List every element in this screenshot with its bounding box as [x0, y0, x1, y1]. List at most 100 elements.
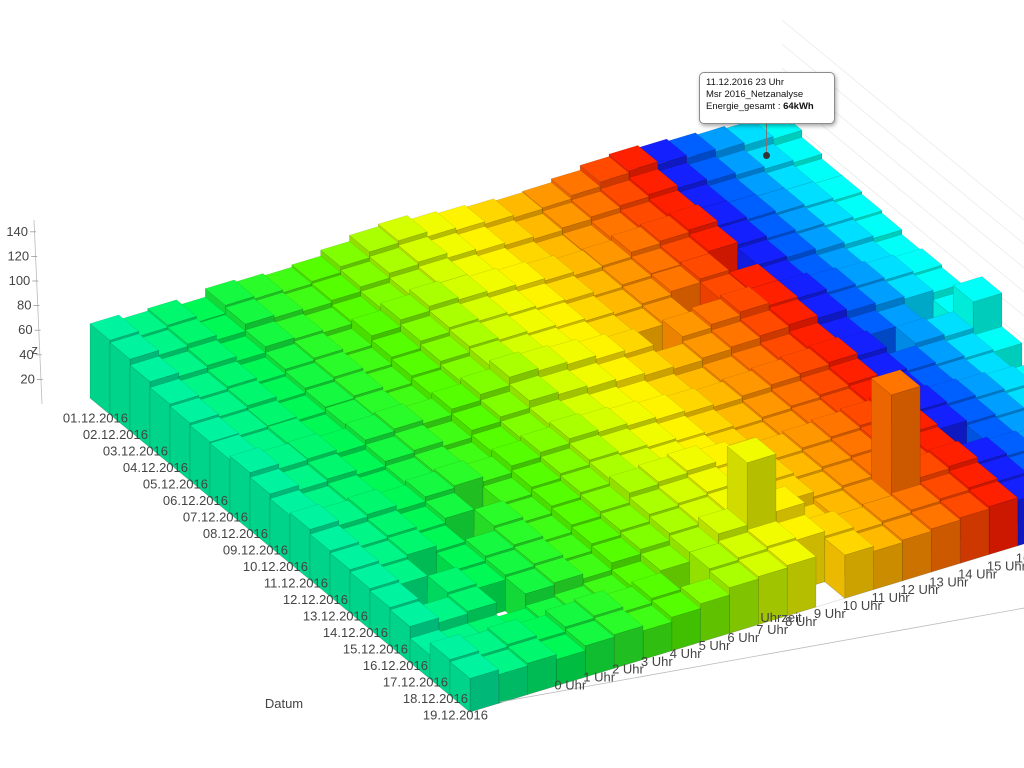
bar-face-top — [688, 225, 739, 252]
date-tick-label: 06.12.2016 — [163, 493, 228, 508]
bar-face-front — [844, 545, 875, 599]
z-axis: 20 40 60 80 100 120 140 z — [6, 219, 43, 405]
bar-19.12.2016-0Uhr[interactable] — [449, 652, 500, 713]
bar-face-top — [721, 370, 772, 396]
bar-face-top — [507, 637, 558, 664]
bar-face-top — [579, 156, 630, 183]
bar-face-top — [447, 585, 498, 612]
bar-face-top — [408, 280, 459, 307]
hour-tick-label: 14 Uhr — [958, 566, 998, 581]
bar-face-top — [541, 202, 592, 229]
bar-face-top — [952, 276, 1003, 302]
wall-gridline — [781, 67, 1024, 269]
wall-gridline — [781, 19, 1024, 221]
bar-face-top — [493, 519, 544, 546]
z-tick-label: 140 — [6, 224, 28, 239]
bar-face-top — [333, 370, 384, 397]
bar-face-top — [668, 204, 719, 231]
bar-face-top — [894, 317, 945, 344]
z-tick-label: 80 — [17, 298, 31, 313]
bar-face-top — [504, 568, 555, 595]
bar-face-top — [307, 453, 358, 480]
tooltip-value-label: Energie_gesamt : — [706, 101, 784, 112]
bar-face-top — [227, 380, 278, 406]
date-tick-label: 11.12.2016 — [264, 576, 328, 591]
bar-face-top — [808, 336, 859, 363]
date-tick-label: 07.12.2016 — [183, 509, 248, 524]
bars-group — [89, 113, 1024, 713]
bar-face-top — [244, 321, 295, 347]
bar-face-top — [349, 563, 400, 589]
bar-face-top — [293, 332, 344, 359]
date-tick-label: 05.12.2016 — [143, 476, 208, 491]
bar-face-front — [930, 519, 961, 573]
date-tick-label: 17.12.2016 — [383, 675, 448, 690]
hour-tick-label: 11 Uhr — [872, 590, 911, 605]
bar-face-top — [910, 503, 961, 530]
date-tick-label: 10.12.2016 — [243, 559, 308, 574]
bar-face-top — [309, 525, 360, 551]
hour-tick-label: 9 Uhr — [814, 606, 846, 621]
bar-face-top — [679, 253, 730, 280]
hour-axis-title: Uhrzeit — [760, 610, 802, 625]
wall-gridline — [781, 91, 1024, 293]
bar-face-top — [737, 239, 788, 266]
bar-face-front — [959, 508, 990, 564]
bar-face-top — [449, 652, 500, 679]
bar-face-top — [608, 467, 659, 494]
bar-face-top — [651, 591, 702, 618]
bar-face-top — [473, 500, 524, 527]
bar-face-top — [224, 298, 275, 325]
bar-face-top — [928, 440, 979, 467]
bar-face-top — [187, 339, 238, 366]
bar-face-top — [570, 191, 621, 217]
bar-face-top — [639, 215, 690, 242]
bar-face-top — [369, 581, 420, 608]
hour-tick-label: 13 Uhr — [929, 574, 969, 589]
bar-face-top — [593, 609, 644, 635]
bar-face-top — [573, 590, 624, 616]
bar-face-top — [404, 471, 455, 498]
bar-face-top — [548, 413, 599, 439]
wall-gridline — [781, 43, 1024, 245]
bar-face-top — [666, 445, 717, 471]
bar-face-top — [289, 503, 340, 530]
date-tick-label: 01.12.2016 — [63, 410, 128, 425]
z-tick-label: 100 — [9, 273, 31, 288]
bar-face-top — [347, 488, 398, 515]
hour-tick-label: 2 Uhr — [612, 662, 644, 677]
bar-face-top — [533, 557, 584, 583]
bar-face-top — [429, 633, 480, 660]
bar-face-top — [167, 318, 218, 345]
z-axis-line — [33, 219, 43, 405]
bar-face-top — [513, 538, 564, 564]
bar-face-top — [109, 333, 160, 360]
bar-face-top — [364, 435, 415, 462]
bar-face-top — [149, 378, 200, 405]
bar-face-top — [367, 510, 418, 536]
bar-face-top — [508, 375, 559, 402]
bar-face-top — [608, 145, 659, 171]
bar-face-top — [628, 168, 679, 195]
bar-face-top — [89, 314, 140, 341]
bar-face-top — [968, 480, 1019, 507]
bar-face-top — [329, 544, 380, 570]
wall-gridline — [781, 115, 1024, 317]
bar-face-top — [870, 369, 921, 396]
bar-face-top — [564, 620, 615, 647]
bar-face-top — [697, 508, 748, 535]
bar-face-top — [427, 566, 478, 593]
z-tick-label: 20 — [20, 371, 34, 386]
tooltip-stem — [766, 124, 767, 155]
bar-face-top — [373, 403, 424, 430]
bar-face-front — [729, 578, 759, 634]
bar-face-top — [719, 286, 770, 313]
bar-face-top — [521, 182, 572, 208]
date-tick-label: 08.12.2016 — [203, 526, 268, 541]
bar-face-top — [229, 447, 280, 473]
date-tick-label: 19.12.2016 — [423, 708, 488, 723]
bar-19.12.2016-13Uhr[interactable] — [824, 529, 875, 599]
bar-face-top — [344, 414, 395, 441]
